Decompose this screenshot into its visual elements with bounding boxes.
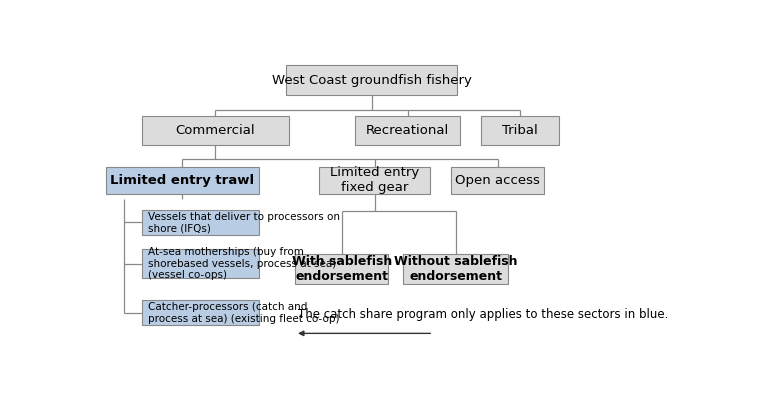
FancyBboxPatch shape bbox=[142, 300, 259, 325]
Text: Open access: Open access bbox=[456, 174, 540, 187]
Text: The catch share program only applies to these sectors in blue.: The catch share program only applies to … bbox=[298, 308, 669, 321]
FancyBboxPatch shape bbox=[142, 210, 259, 235]
Text: Limited entry trawl: Limited entry trawl bbox=[110, 174, 254, 187]
Text: At-sea motherships (buy from
shorebased vessels, process at sea)
(vessel co-ops): At-sea motherships (buy from shorebased … bbox=[148, 247, 336, 280]
Text: Without sablefish
endorsement: Without sablefish endorsement bbox=[394, 255, 518, 283]
Text: Vessels that deliver to processors on
shore (IFQs): Vessels that deliver to processors on sh… bbox=[148, 211, 340, 233]
FancyBboxPatch shape bbox=[286, 66, 457, 96]
FancyBboxPatch shape bbox=[403, 254, 508, 284]
FancyBboxPatch shape bbox=[142, 116, 289, 145]
FancyBboxPatch shape bbox=[295, 254, 388, 284]
FancyBboxPatch shape bbox=[355, 116, 460, 145]
Text: Commercial: Commercial bbox=[176, 124, 255, 137]
FancyBboxPatch shape bbox=[106, 167, 259, 194]
Text: Catcher-processors (catch and
process at sea) (existing fleet co-op): Catcher-processors (catch and process at… bbox=[148, 302, 339, 323]
FancyBboxPatch shape bbox=[451, 167, 544, 194]
FancyBboxPatch shape bbox=[481, 116, 560, 145]
Text: Limited entry
fixed gear: Limited entry fixed gear bbox=[330, 166, 419, 194]
FancyBboxPatch shape bbox=[319, 167, 430, 194]
FancyBboxPatch shape bbox=[142, 249, 259, 278]
Text: With sablefish
endorsement: With sablefish endorsement bbox=[291, 255, 391, 283]
Text: Tribal: Tribal bbox=[502, 124, 538, 137]
Text: West Coast groundfish fishery: West Coast groundfish fishery bbox=[272, 74, 472, 87]
Text: Recreational: Recreational bbox=[366, 124, 449, 137]
